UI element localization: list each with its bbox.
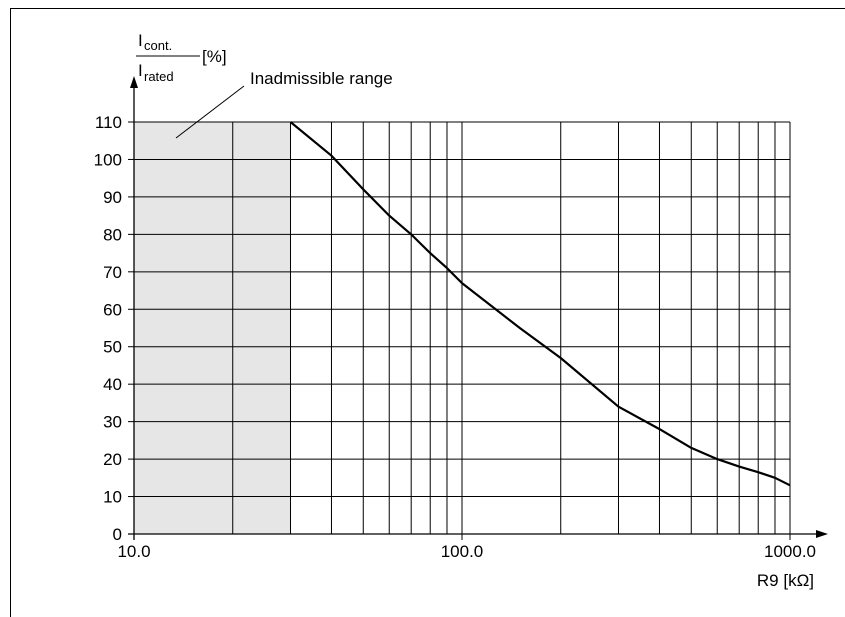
series-line-0: [289, 121, 791, 487]
shaded-region-leader-line: [175, 85, 245, 139]
y-tick-label-90: 90: [103, 188, 122, 207]
y-label-denominator-sub: rated: [144, 69, 174, 84]
series-layer: [289, 121, 791, 487]
y-label-numerator: I: [138, 31, 143, 50]
y-tick-label-0: 0: [113, 525, 122, 544]
y-tick-label-40: 40: [103, 375, 122, 394]
y-tick-label-20: 20: [103, 450, 122, 469]
y-tick-label-100: 100: [94, 150, 122, 169]
y-tick-label-50: 50: [103, 338, 122, 357]
y-tick-label-60: 60: [103, 300, 122, 319]
y-tick-label-30: 30: [103, 413, 122, 432]
x-tick-label-100: 100.0: [441, 542, 484, 561]
inadmissible-range-shading: [134, 122, 291, 534]
axes-layer: [128, 76, 828, 540]
x-tick-label-10: 10.0: [117, 542, 150, 561]
grid-layer: [134, 121, 791, 534]
shade-layer: [134, 122, 291, 534]
shaded-region-label: Inadmissible range: [250, 69, 393, 88]
y-label-numerator-sub: cont.: [144, 38, 172, 53]
x-tick-label-1000: 1000.0: [764, 542, 816, 561]
y-tick-label-80: 80: [103, 225, 122, 244]
y-label-denominator: I: [138, 61, 143, 80]
frame-top-border: [10, 8, 845, 9]
y-tick-label-110: 110: [95, 113, 122, 132]
y-label-unit: [%]: [202, 47, 227, 66]
x-tick-labels: 10.0 100.0 1000.0: [117, 542, 816, 561]
y-tick-label-10: 10: [103, 488, 122, 507]
y-axis-arrow-icon: [130, 76, 138, 88]
frame-left-border: [10, 8, 11, 617]
x-axis-label: R9 [kΩ]: [757, 571, 814, 590]
y-tick-label-70: 70: [103, 263, 122, 282]
x-axis-arrow-icon: [816, 530, 828, 538]
